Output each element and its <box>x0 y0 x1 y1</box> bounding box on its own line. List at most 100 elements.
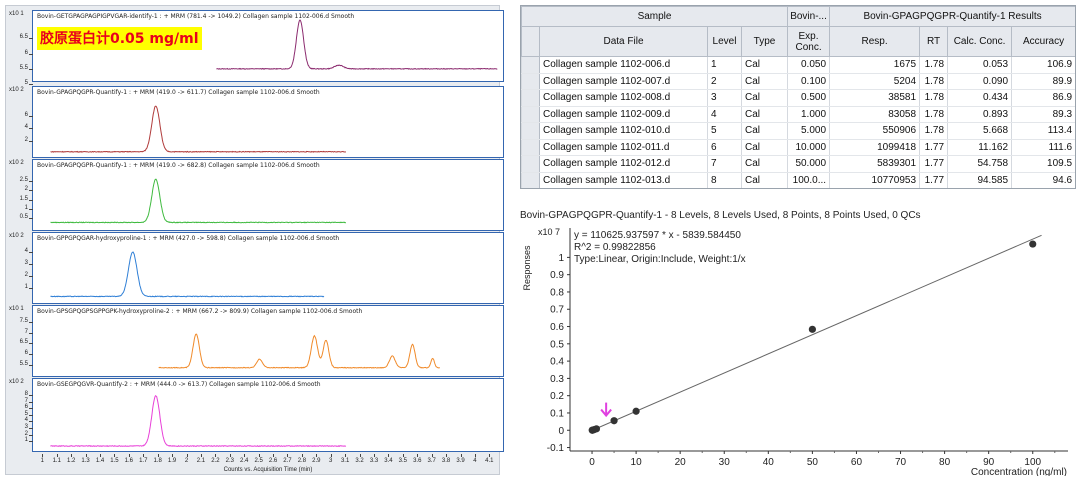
table-row[interactable]: Collagen sample 1102-006.d 1 Cal 0.050 1675 1… <box>521 56 1075 74</box>
y-tick-label: 6.5 <box>19 34 28 41</box>
table-cell: 1.77 <box>919 139 949 156</box>
table-cell: 54.758 <box>947 155 1013 173</box>
group-header-results[interactable]: Bovin-GPAGPQGPR-Quantify-1 Results <box>829 6 1075 27</box>
y-multiplier-label: x10 2 <box>9 379 24 385</box>
column-header[interactable]: Calc. Conc. <box>947 26 1013 57</box>
x-tick-label: 30 <box>719 457 731 468</box>
y-tick-label: 4 <box>24 417 28 424</box>
x-tick <box>172 454 174 457</box>
column-header[interactable]: Resp. <box>829 26 921 57</box>
y-tick <box>29 343 33 345</box>
group-header-bovin[interactable]: Bovin-... <box>787 6 831 27</box>
table-row[interactable]: Collagen sample 1102-007.d 2 Cal 0.100 5204 1… <box>521 73 1075 90</box>
table-row[interactable]: Collagen sample 1102-012.d 7 Cal 50.000 5839… <box>521 155 1075 173</box>
table-cell: 109.5 <box>1011 155 1075 173</box>
table-cell: 83058 <box>829 106 921 123</box>
column-header[interactable]: Accuracy <box>1011 26 1075 57</box>
row-selector[interactable] <box>521 122 540 140</box>
y-tick-label: 5 <box>24 80 28 87</box>
row-selector[interactable] <box>521 56 540 74</box>
chromatogram-panel[interactable]: Bovin-GPPGPQGAR-hydroxyproline-1 : + MRM… <box>9 232 504 304</box>
table-cell: 0.893 <box>947 106 1013 123</box>
calibration-curve[interactable]: Bovin-GPAGPQGPR-Quantify-1 - 8 Levels, 8… <box>520 208 1076 476</box>
x-tick-label: 100 <box>1024 457 1041 468</box>
table-cell: 0.100 <box>787 73 831 90</box>
data-point[interactable] <box>1029 240 1037 248</box>
row-selector[interactable] <box>521 73 540 90</box>
data-point[interactable] <box>592 425 601 433</box>
table-row[interactable]: Collagen sample 1102-013.d 8 Cal 100.0... 10… <box>521 172 1075 188</box>
x-tick-label: 3.9 <box>456 458 465 464</box>
x-tick-label: 3.7 <box>427 458 436 464</box>
y-tick-label: 6 <box>24 349 28 356</box>
data-point[interactable] <box>632 407 640 415</box>
column-header[interactable]: Exp. Conc. <box>787 26 831 57</box>
x-tick-label: 1.9 <box>167 458 177 464</box>
y-tick-label: 5 <box>24 410 28 417</box>
column-header[interactable]: Type <box>740 26 789 57</box>
y-tick <box>29 288 33 290</box>
table-cell: Collagen sample 1102-011.d <box>539 139 708 156</box>
x-tick <box>258 454 260 457</box>
table-cell: 1.78 <box>919 73 949 90</box>
arrow-head <box>600 408 612 418</box>
x-tick <box>345 454 347 457</box>
table-cell: 11.162 <box>947 139 1013 156</box>
table-cell: 10770953 <box>829 172 921 188</box>
row-selector[interactable] <box>521 106 540 123</box>
data-point[interactable] <box>808 325 816 333</box>
chromatogram-svg <box>158 333 440 369</box>
x-tick-label: 2.4 <box>240 458 249 464</box>
row-selector[interactable] <box>521 172 540 188</box>
y-tick-label: 1 <box>24 437 28 444</box>
y-multiplier-label: x10 7 <box>538 227 560 237</box>
y-tick <box>29 68 33 70</box>
chromatogram-panel[interactable]: Bovin-GPAGPQGPR-Quantify-1 : + MRM (419.… <box>9 159 504 231</box>
table-row[interactable]: Collagen sample 1102-010.d 5 Cal 5.000 55090… <box>521 122 1075 140</box>
table-cell: 1.78 <box>919 56 949 74</box>
column-header[interactable]: RT <box>919 26 949 57</box>
table-cell: Collagen sample 1102-007.d <box>539 73 708 90</box>
column-header[interactable]: Data File <box>539 26 708 57</box>
group-header-sample[interactable]: Sample <box>521 6 789 27</box>
y-tick <box>29 84 33 86</box>
table-row[interactable]: Collagen sample 1102-011.d 6 Cal 10.000 1099… <box>521 139 1075 156</box>
data-point[interactable] <box>610 417 618 425</box>
chromatogram-svg <box>216 19 498 70</box>
x-tick-label: 1.6 <box>124 458 134 464</box>
chromatogram-panel[interactable]: Bovin-GETGPAGPAGPIGPVGAR-identify-1 : + … <box>9 10 504 86</box>
table-row[interactable]: Collagen sample 1102-008.d 3 Cal 0.500 38581… <box>521 89 1075 107</box>
y-tick-label: 1 <box>24 204 28 211</box>
y-tick-label: -0.1 <box>547 443 565 454</box>
table-cell: 4 <box>707 106 742 123</box>
x-tick <box>489 454 491 457</box>
table-cell: 2 <box>707 73 742 90</box>
table-cell: 1.77 <box>919 172 949 188</box>
x-tick-label: 10 <box>631 457 643 468</box>
x-tick <box>359 454 361 457</box>
fit-r2: R^2 = 0.99822856 <box>574 242 656 253</box>
x-tick-label: 2.6 <box>268 458 278 464</box>
y-tick-label: 0.4 <box>550 357 564 368</box>
column-header[interactable]: Level <box>707 26 742 57</box>
row-selector[interactable] <box>521 139 540 156</box>
row-selector[interactable] <box>521 89 540 107</box>
table-cell: 0.434 <box>947 89 1013 107</box>
y-tick-label: 7 <box>24 328 28 335</box>
x-tick-label: 2.8 <box>297 458 307 464</box>
chromatogram-panel[interactable]: Bovin-GSEGPQGVR-Quantify-2 : + MRM (444.… <box>9 378 504 452</box>
x-tick <box>42 454 44 457</box>
table-row[interactable]: Collagen sample 1102-009.d 4 Cal 1.000 83058… <box>521 106 1075 123</box>
x-tick-label: 3.2 <box>355 458 364 464</box>
chromatogram-panel[interactable]: Bovin-GPSGPQGPSGPPGPK-hydroxyproline-2 :… <box>9 305 504 377</box>
y-tick-label: 6 <box>24 49 28 56</box>
chromatogram-panel[interactable]: Bovin-GPAGPQGPR-Quantify-1 : + MRM (419.… <box>9 86 504 158</box>
fit-equation: y = 110625.937597 * x - 5839.584450 <box>574 230 741 241</box>
y-multiplier-label: x10 1 <box>9 306 24 312</box>
row-selector-header[interactable] <box>521 26 540 57</box>
x-tick-label: 1.3 <box>81 458 90 464</box>
x-tick-label: 3.3 <box>369 458 379 464</box>
row-selector[interactable] <box>521 155 540 173</box>
x-tick <box>273 454 275 457</box>
y-tick-label: 1.5 <box>19 195 28 202</box>
